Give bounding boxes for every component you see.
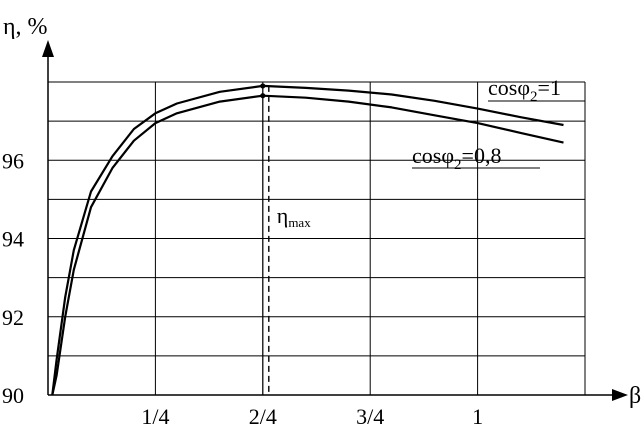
series-label-1: cosφ2=1	[488, 75, 561, 105]
series-label-2: cosφ2=0,8	[412, 143, 501, 173]
axes	[42, 40, 628, 401]
y-tick-label: 96	[2, 148, 24, 173]
series-line-2	[51, 94, 564, 396]
y-tick-label: 92	[2, 305, 24, 330]
y-axis-arrow-icon	[42, 40, 54, 57]
grid	[48, 81, 586, 395]
x-axis-arrow-icon	[612, 389, 628, 401]
eta-max-symbol: η	[277, 203, 289, 228]
y-tick-label: 90	[2, 383, 24, 408]
series-line-1	[51, 84, 564, 396]
eta-max-subscript: max	[288, 215, 311, 230]
labels: η, % β 90 92 94 96 1/4 2/4 3/4 1 ηmax cosφ2=1 cosφ2=…	[2, 14, 641, 428]
y-axis-label: η, %	[3, 14, 48, 40]
x-tick-label: 1	[472, 404, 483, 428]
y-tick-label: 94	[2, 227, 24, 252]
x-tick-label: 3/4	[356, 404, 384, 428]
x-axis-label: β	[629, 383, 641, 409]
eta-max-label: ηmax	[277, 203, 311, 230]
series-group	[51, 83, 564, 396]
x-tick-label: 1/4	[141, 404, 169, 428]
x-tick-label: 2/4	[249, 404, 277, 428]
